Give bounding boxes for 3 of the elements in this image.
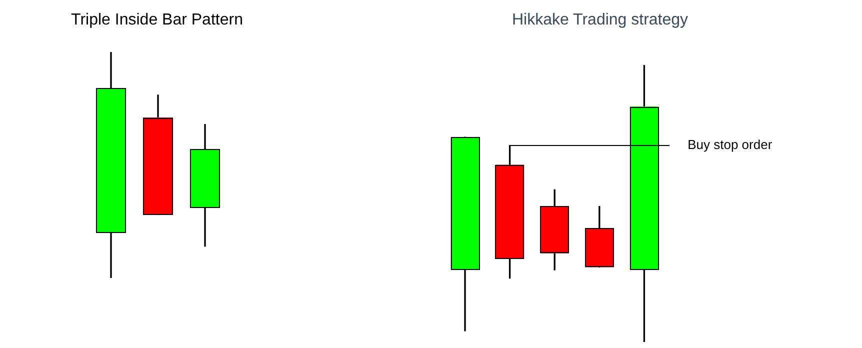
chart-title: Hikkake Trading strategy <box>512 11 688 28</box>
chart-title: Triple Inside Bar Pattern <box>71 11 243 28</box>
ref-line-label: Buy stop order <box>688 137 773 152</box>
